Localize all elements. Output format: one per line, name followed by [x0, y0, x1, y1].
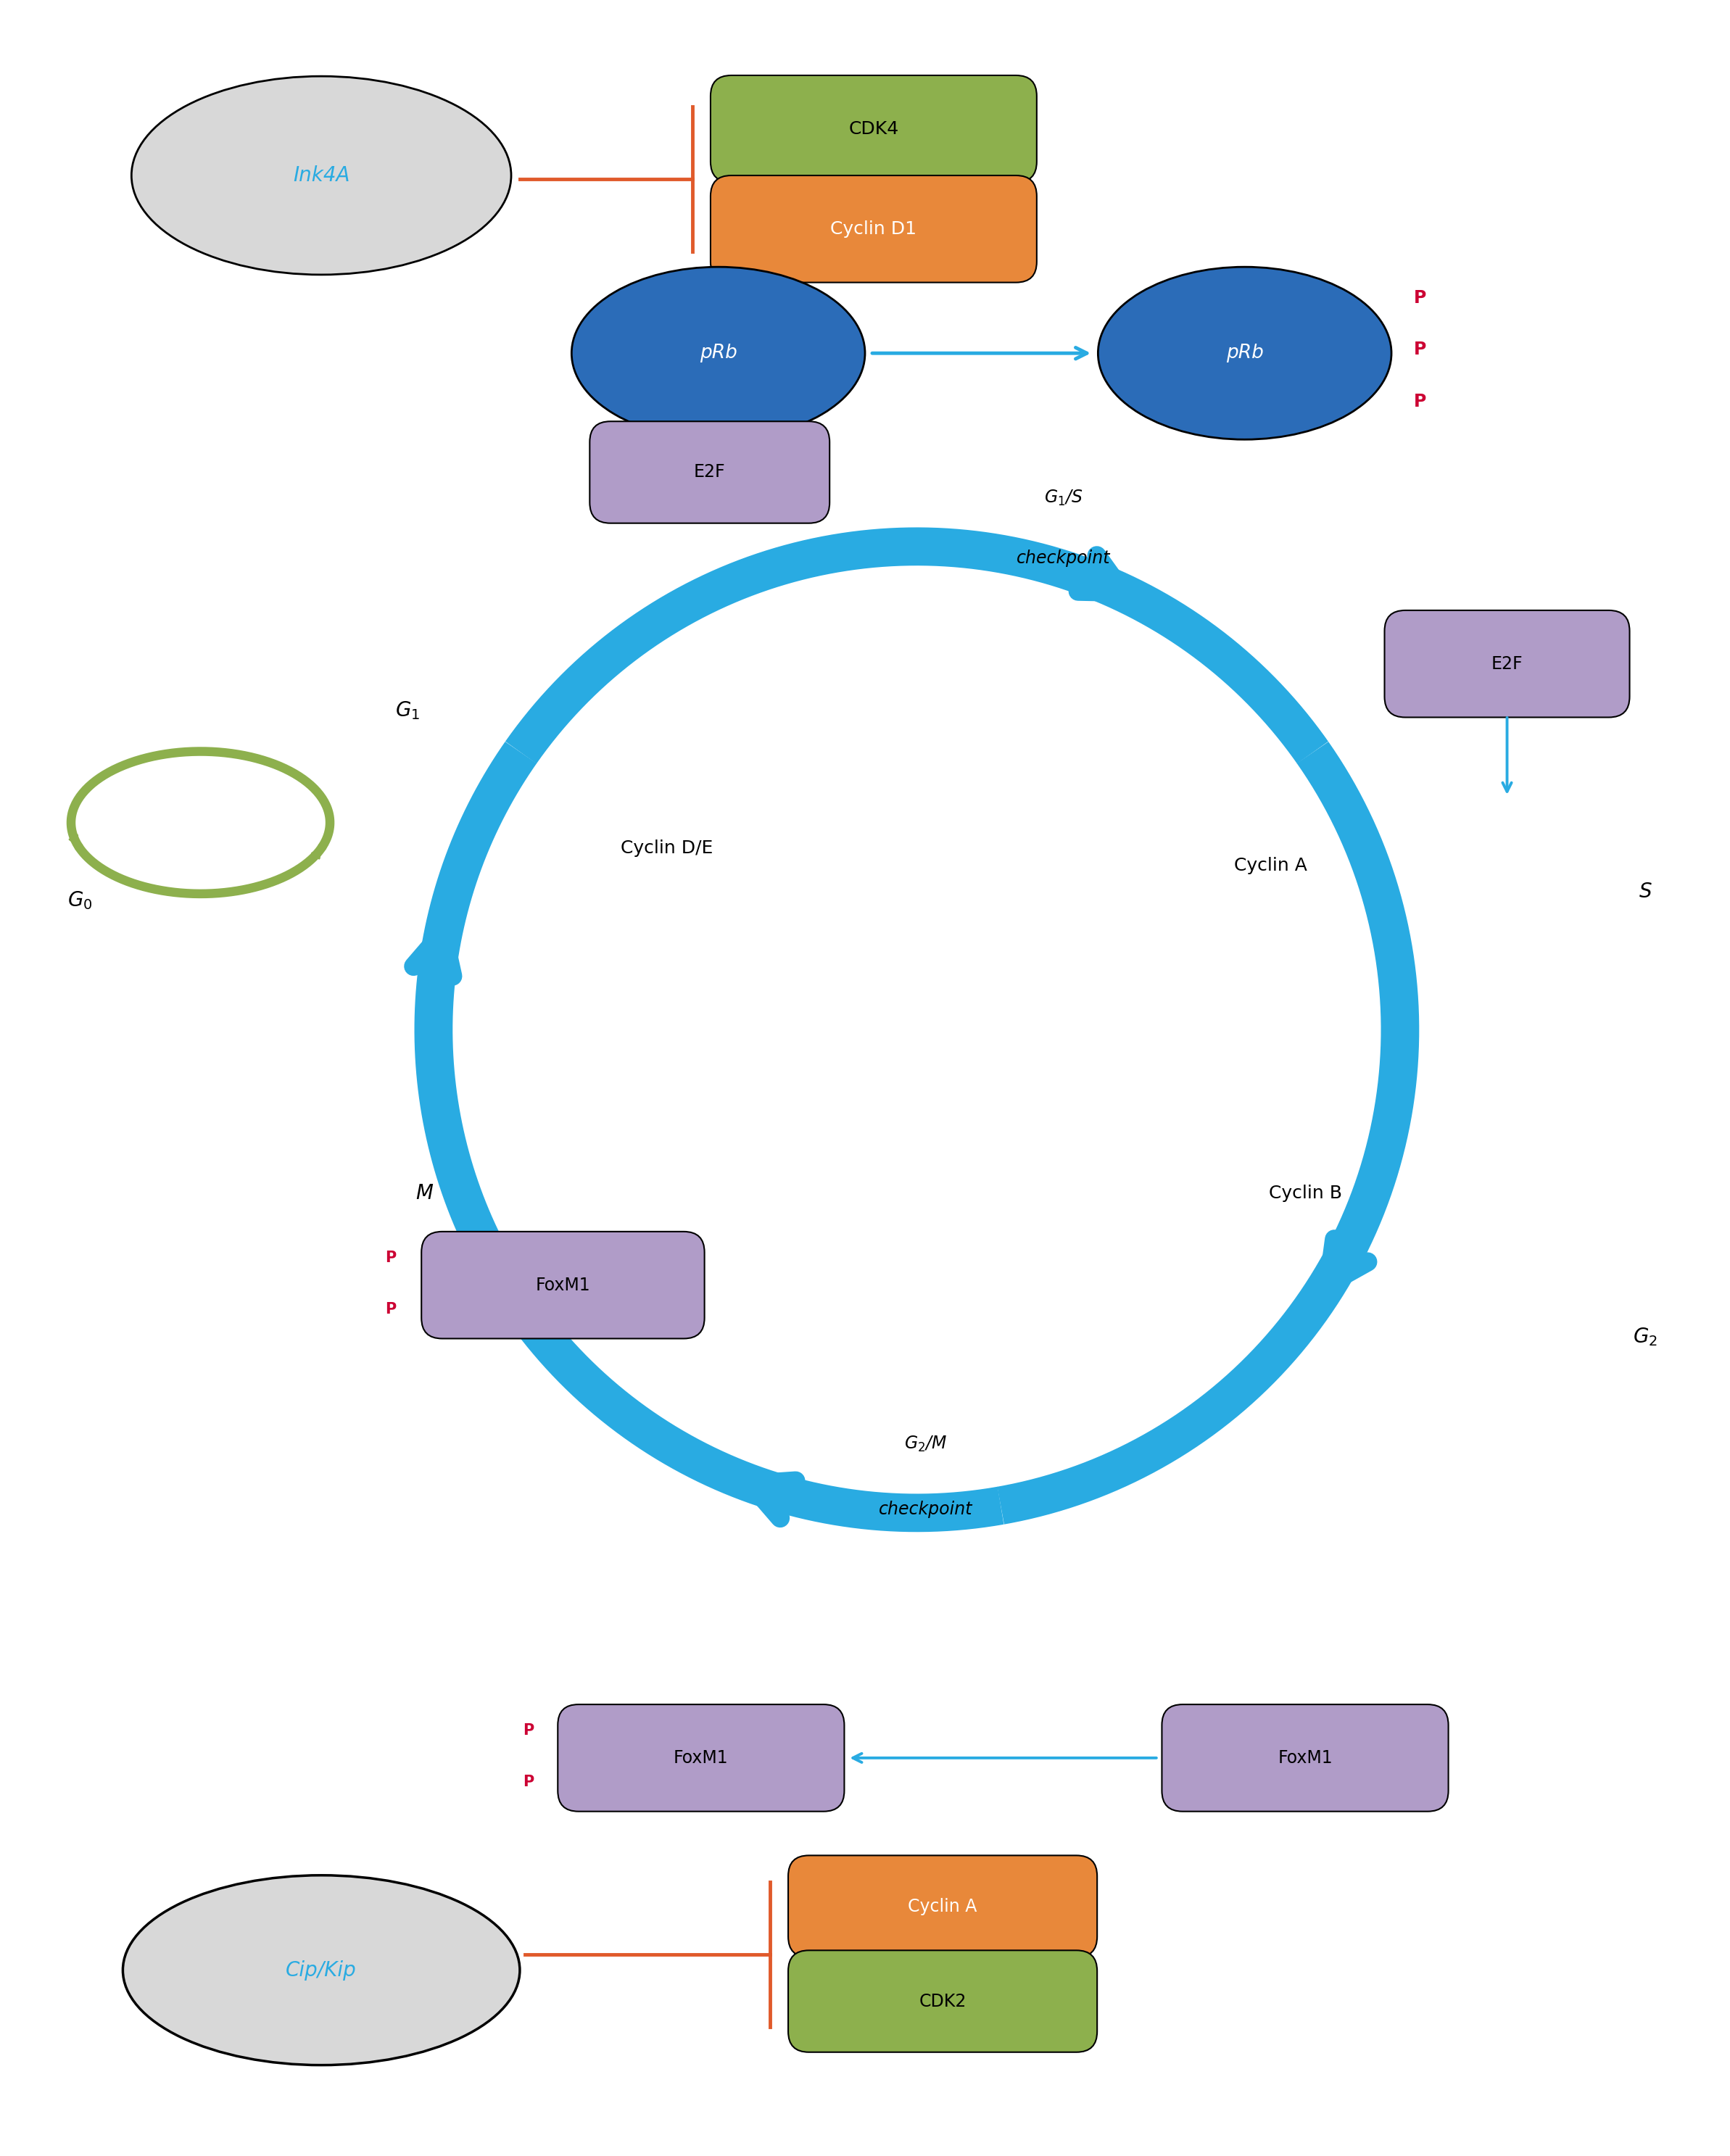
Text: Ink4A: Ink4A	[292, 166, 349, 185]
Text: FoxM1: FoxM1	[673, 1749, 728, 1766]
Ellipse shape	[123, 1876, 519, 2065]
FancyBboxPatch shape	[557, 1705, 844, 1811]
Text: CDK2: CDK2	[919, 1992, 967, 2009]
Text: Cyclin D/E: Cyclin D/E	[621, 841, 713, 858]
Text: P: P	[522, 1774, 535, 1789]
Ellipse shape	[571, 267, 865, 440]
Text: $G_2$: $G_2$	[1633, 1326, 1657, 1348]
Text: FoxM1: FoxM1	[536, 1276, 590, 1294]
Text: $G_1$/S: $G_1$/S	[1043, 489, 1083, 507]
Text: Cyclin A: Cyclin A	[1233, 858, 1308, 875]
Text: Cyclin D1: Cyclin D1	[830, 220, 917, 237]
Text: Cyclin B: Cyclin B	[1268, 1186, 1342, 1203]
Text: $G_2$/M: $G_2$/M	[905, 1434, 946, 1453]
Text: CDK4: CDK4	[848, 121, 900, 138]
FancyBboxPatch shape	[711, 75, 1036, 183]
Text: $G_0$: $G_0$	[67, 890, 92, 912]
Text: FoxM1: FoxM1	[1278, 1749, 1332, 1766]
Text: checkpoint: checkpoint	[879, 1501, 972, 1518]
FancyBboxPatch shape	[422, 1231, 704, 1339]
Text: P: P	[384, 1302, 396, 1317]
Text: P: P	[1413, 341, 1427, 358]
Text: E2F: E2F	[694, 464, 725, 481]
Text: checkpoint: checkpoint	[1017, 550, 1111, 567]
FancyBboxPatch shape	[789, 1951, 1097, 2053]
FancyBboxPatch shape	[1384, 610, 1630, 718]
FancyBboxPatch shape	[590, 420, 830, 524]
Text: $M$: $M$	[415, 1184, 434, 1203]
Text: P: P	[384, 1250, 396, 1266]
FancyBboxPatch shape	[1163, 1705, 1448, 1811]
Ellipse shape	[131, 75, 510, 274]
Text: pRb: pRb	[699, 343, 737, 362]
Text: Cyclin A: Cyclin A	[908, 1897, 977, 1915]
Ellipse shape	[1099, 267, 1391, 440]
Text: $G_1$: $G_1$	[394, 701, 420, 722]
FancyBboxPatch shape	[711, 175, 1036, 282]
Text: P: P	[522, 1723, 535, 1738]
Text: E2F: E2F	[1491, 655, 1522, 673]
Text: pRb: pRb	[1227, 343, 1263, 362]
Text: $S$: $S$	[1638, 882, 1652, 901]
Text: P: P	[1413, 392, 1427, 410]
Text: P: P	[1413, 289, 1427, 306]
FancyBboxPatch shape	[789, 1856, 1097, 1958]
Text: Cip/Kip: Cip/Kip	[285, 1960, 356, 1981]
